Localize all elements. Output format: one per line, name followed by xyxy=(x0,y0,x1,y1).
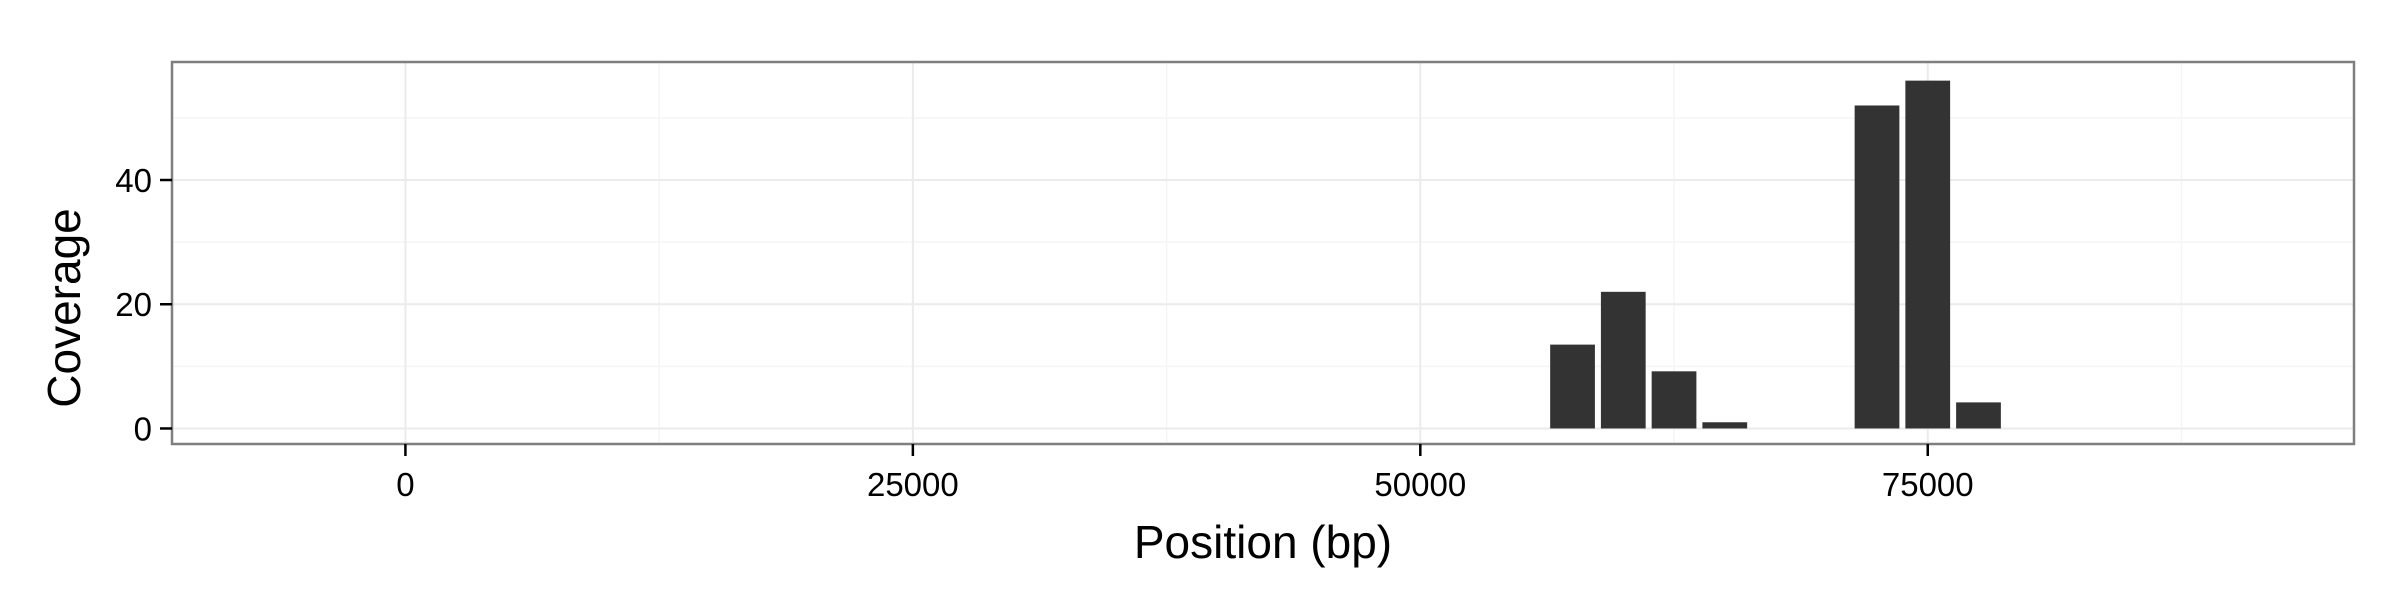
y-axis-title: Coverage xyxy=(38,208,90,407)
bar xyxy=(1702,422,1748,429)
y-tick-label: 0 xyxy=(134,410,152,447)
x-axis: 0 25000 50000 75000 xyxy=(396,444,1974,503)
bar-series xyxy=(1550,80,2001,429)
x-tick-label: 25000 xyxy=(867,466,959,503)
x-axis-title: Position (bp) xyxy=(1134,516,1392,568)
x-tick-label: 0 xyxy=(396,466,414,503)
minor-grid xyxy=(172,62,2354,444)
plot-panel-border xyxy=(170,60,2356,446)
bar xyxy=(1550,344,1595,429)
major-grid xyxy=(172,62,2354,444)
y-tick-label: 40 xyxy=(115,162,152,199)
bar xyxy=(1854,105,1900,429)
y-axis: 0 20 40 xyxy=(115,162,172,447)
bar xyxy=(1600,291,1646,429)
bar xyxy=(1651,371,1697,429)
x-tick-label: 50000 xyxy=(1374,466,1466,503)
y-tick-label: 20 xyxy=(115,286,152,323)
x-tick-label: 75000 xyxy=(1882,466,1974,503)
bar xyxy=(1956,402,2001,429)
bar xyxy=(1905,80,1951,429)
